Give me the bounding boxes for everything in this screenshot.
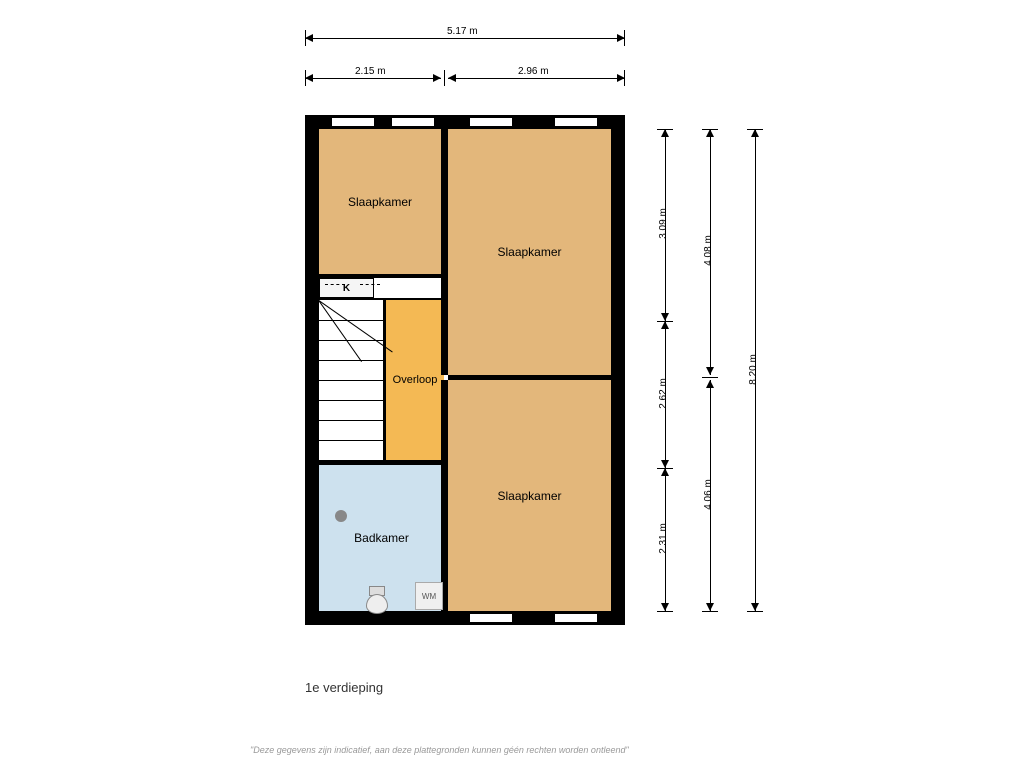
wall-right <box>611 115 625 625</box>
window-top-3 <box>470 117 512 127</box>
dimr2a-ad <box>706 367 714 375</box>
dim-top2b-arrow-l <box>448 74 456 82</box>
dimr2-t1 <box>702 129 718 130</box>
dimr2-t2 <box>702 377 718 378</box>
dim-top1-tick-l <box>305 30 306 46</box>
fixture-washing-machine: WM <box>415 582 443 610</box>
dimr3-t1 <box>747 129 763 130</box>
floor-title: 1e verdieping <box>305 680 383 695</box>
window-bot-2 <box>555 613 597 623</box>
wall-interior-3 <box>441 380 448 611</box>
dimr3-au <box>751 129 759 137</box>
dimr1-t4 <box>657 611 673 612</box>
room-kast: K <box>319 278 374 298</box>
fixture-toilet <box>366 586 388 614</box>
fixture-drain <box>335 510 347 522</box>
dash-2 <box>360 284 380 285</box>
dimr1b-ad <box>661 460 669 468</box>
dimr3-t2 <box>747 611 763 612</box>
wall-interior-7 <box>319 298 444 300</box>
dimr2b-au <box>706 380 714 388</box>
dimr2a-au <box>706 129 714 137</box>
dimr1-t1 <box>657 129 673 130</box>
wall-interior-1 <box>441 129 448 375</box>
dim-top2b-label: 2.96 m <box>518 66 549 77</box>
wall-interior-4 <box>319 274 441 278</box>
wm-label: WM <box>422 592 436 601</box>
wall-interior-6 <box>383 300 386 460</box>
dimr1c-label: 2.31 m <box>658 523 669 554</box>
dimr1c-au <box>661 468 669 476</box>
dim-top2a-arrow-r <box>433 74 441 82</box>
wall-interior-5 <box>319 460 444 465</box>
dim-top1-tick-r <box>624 30 625 46</box>
dim-top2a-label: 2.15 m <box>355 66 386 77</box>
dash-1 <box>325 284 345 285</box>
dim-top2b-line <box>448 78 625 79</box>
dim-top1-label: 5.17 m <box>447 26 478 37</box>
wall-interior-2 <box>448 375 611 380</box>
dim-top2-tick-m <box>444 70 445 86</box>
dimr1a-label: 3.09 m <box>658 208 669 239</box>
dim-top2-tick-r <box>624 70 625 86</box>
dimr1b-label: 2.62 m <box>658 378 669 409</box>
room-label: Overloop <box>393 374 438 386</box>
dim-top1-line <box>305 38 625 39</box>
dimr1a-ad <box>661 313 669 321</box>
dimr2b-ad <box>706 603 714 611</box>
window-top-4 <box>555 117 597 127</box>
dimr2-t3 <box>702 611 718 612</box>
dimr3-ad <box>751 603 759 611</box>
dimr1c-ad <box>661 603 669 611</box>
dim-top2a-line <box>305 78 441 79</box>
room-slaapkamer-topright: Slaapkamer <box>448 129 611 375</box>
floorplan-canvas: Slaapkamer Slaapkamer Slaapkamer Overloo… <box>0 0 1024 768</box>
dimr2a-label: 4.08 m <box>703 235 714 266</box>
room-label: Slaapkamer <box>348 195 412 209</box>
room-label: Badkamer <box>354 531 409 545</box>
dimr1b-au <box>661 321 669 329</box>
room-slaapkamer-topleft: Slaapkamer <box>319 129 441 274</box>
dim-top2a-arrow-l <box>305 74 313 82</box>
dimr1-t2 <box>657 321 673 322</box>
wall-left <box>305 115 319 625</box>
dimr3-label: 8.20 m <box>748 354 759 385</box>
window-top-2 <box>392 117 434 127</box>
disclaimer-text: "Deze gegevens zijn indicatief, aan deze… <box>250 745 629 755</box>
dimr1-t3 <box>657 468 673 469</box>
room-slaapkamer-bottomright: Slaapkamer <box>448 380 611 611</box>
dimr1a-au <box>661 129 669 137</box>
dim-top2-tick-l <box>305 70 306 86</box>
room-stairs <box>319 300 383 460</box>
window-bot-1 <box>470 613 512 623</box>
room-overloop: Overloop <box>386 300 444 460</box>
room-label: Slaapkamer <box>497 489 561 503</box>
dim-top1-arrow-l <box>305 34 313 42</box>
window-top-1 <box>332 117 374 127</box>
dimr2b-label: 4.06 m <box>703 479 714 510</box>
room-label: Slaapkamer <box>497 245 561 259</box>
